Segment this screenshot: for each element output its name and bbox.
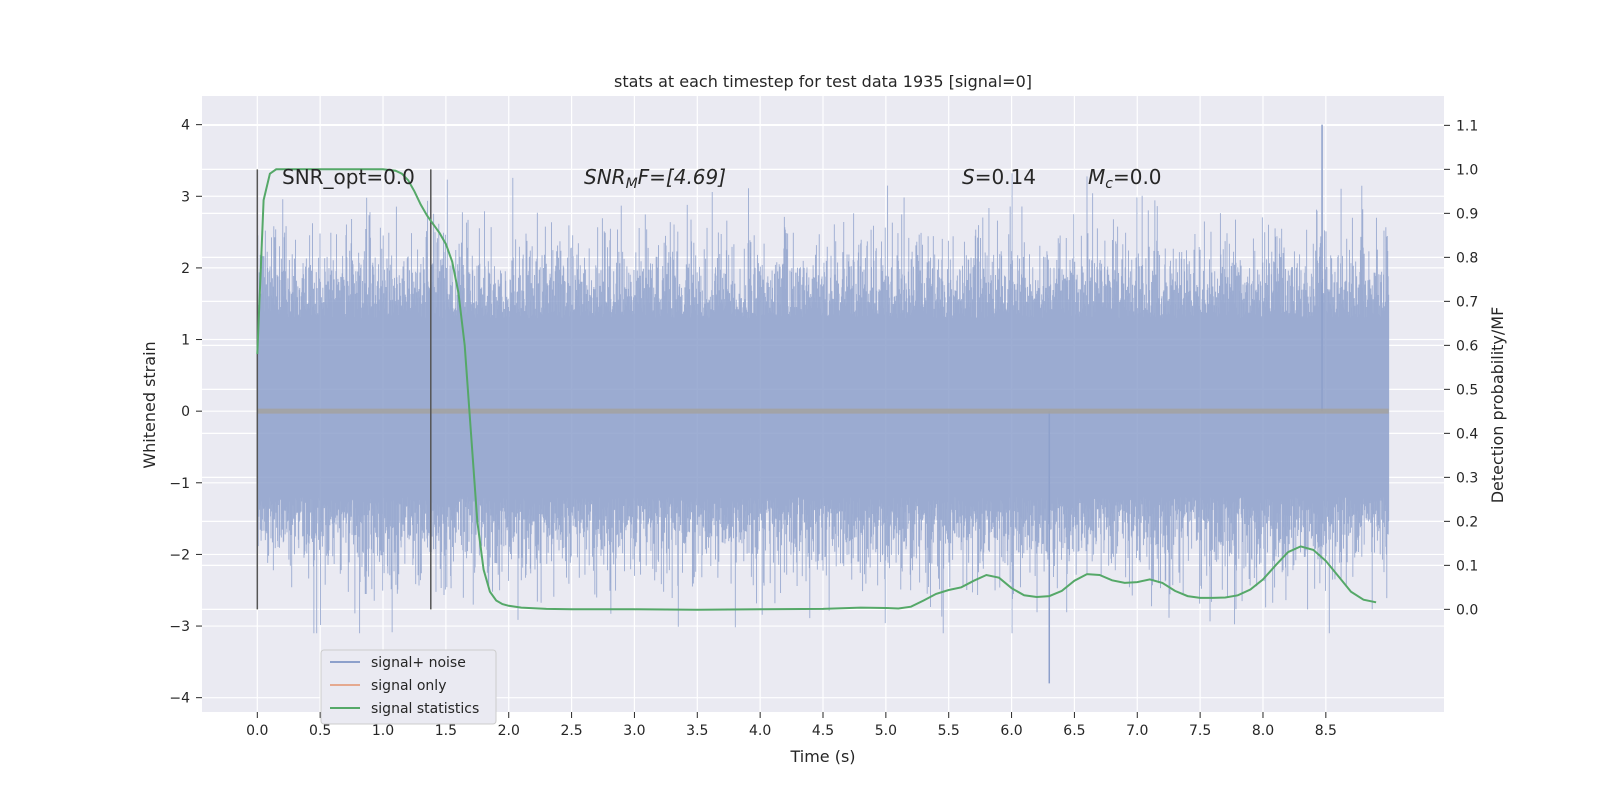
annotation-s: S=0.14 (962, 165, 1036, 189)
y-tick-label: 2 (181, 261, 190, 277)
y2-tick-label: 0.0 (1456, 602, 1478, 618)
vertical-markers (256, 169, 432, 610)
x-tick-label: 0.0 (246, 723, 268, 739)
x-tick-label: 6.0 (1000, 723, 1022, 739)
annotation-mc: Mc=0.0 (1088, 165, 1162, 192)
chart-title: stats at each timestep for test data 193… (614, 72, 1032, 91)
x-tick-label: 5.5 (938, 723, 960, 739)
y2-tick-label: 0.7 (1456, 294, 1478, 310)
x-tick-label: 1.0 (372, 723, 394, 739)
y-tick-label: −3 (169, 619, 190, 635)
x-axis-label: Time (s) (789, 747, 855, 766)
x-tick-label: 2.0 (498, 723, 520, 739)
x-tick-label: 4.5 (812, 723, 834, 739)
y2-tick-label: 0.3 (1456, 470, 1478, 486)
y-axis-label: Whitened strain (140, 341, 159, 468)
y2-tick-label: 0.4 (1456, 426, 1478, 442)
x-tick-label: 7.5 (1189, 723, 1211, 739)
x-tick-label: 8.0 (1252, 723, 1274, 739)
x-tick-label: 6.5 (1063, 723, 1085, 739)
x-tick-label: 0.5 (309, 723, 331, 739)
y2-tick-label: 0.6 (1456, 338, 1478, 354)
statistics-series (256, 168, 1377, 611)
y2-tick-label: 0.5 (1456, 382, 1478, 398)
y-tick-label: 4 (181, 118, 190, 134)
x-tick-label: 3.0 (623, 723, 645, 739)
x-tick-label: 7.0 (1126, 723, 1148, 739)
y2-tick-label: 0.8 (1456, 250, 1478, 266)
x-tick-label: 8.5 (1315, 723, 1337, 739)
x-tick-label: 4.0 (749, 723, 771, 739)
y-tick-label: −1 (169, 476, 190, 492)
y2-tick-label: 0.9 (1456, 206, 1478, 222)
y-ticks: 4 3 2 1 0 −1 −2 −3 −4 (169, 118, 202, 707)
statistics-line (256, 168, 1377, 611)
y-tick-label: −2 (169, 547, 190, 563)
legend-box (320, 649, 497, 725)
y2-tick-label: 0.1 (1456, 558, 1478, 574)
x-tick-label: 5.0 (875, 723, 897, 739)
annotation-snr-mf: SNRMF=[4.69] (584, 165, 726, 192)
legend-label-signal: signal only (371, 678, 446, 694)
y2-tick-label: 1.0 (1456, 162, 1478, 178)
legend-label-noise: signal+ noise (371, 655, 466, 671)
y2-ticks: 1.1 1.0 0.9 0.8 0.7 0.6 0.5 0.4 0.3 0.2 0.1 0.0 (1444, 118, 1478, 618)
x-tick-label: 3.5 (686, 723, 708, 739)
y2-tick-label: 0.2 (1456, 514, 1478, 530)
legend-label-stats: signal statistics (371, 701, 479, 717)
y-tick-label: 0 (181, 404, 190, 420)
y-tick-label: −4 (169, 691, 190, 707)
y2-tick-label: 1.1 (1456, 118, 1478, 134)
y-tick-label: 3 (181, 189, 190, 205)
x-tick-label: 1.5 (435, 723, 457, 739)
y2-axis-label: Detection probability/MF (1488, 307, 1507, 504)
legend: signal+ noise signal only signal statist… (320, 649, 497, 725)
noise-series (256, 124, 1390, 684)
annotation-snr-opt: SNR_opt=0.0 (282, 165, 415, 189)
x-tick-label: 2.5 (560, 723, 582, 739)
y-tick-label: 1 (181, 333, 190, 349)
x-ticks: 0.0 0.5 1.0 1.5 2.0 2.5 3.0 3.5 4.0 4.5 5.0 5.5 6.0 6… (246, 712, 1337, 739)
